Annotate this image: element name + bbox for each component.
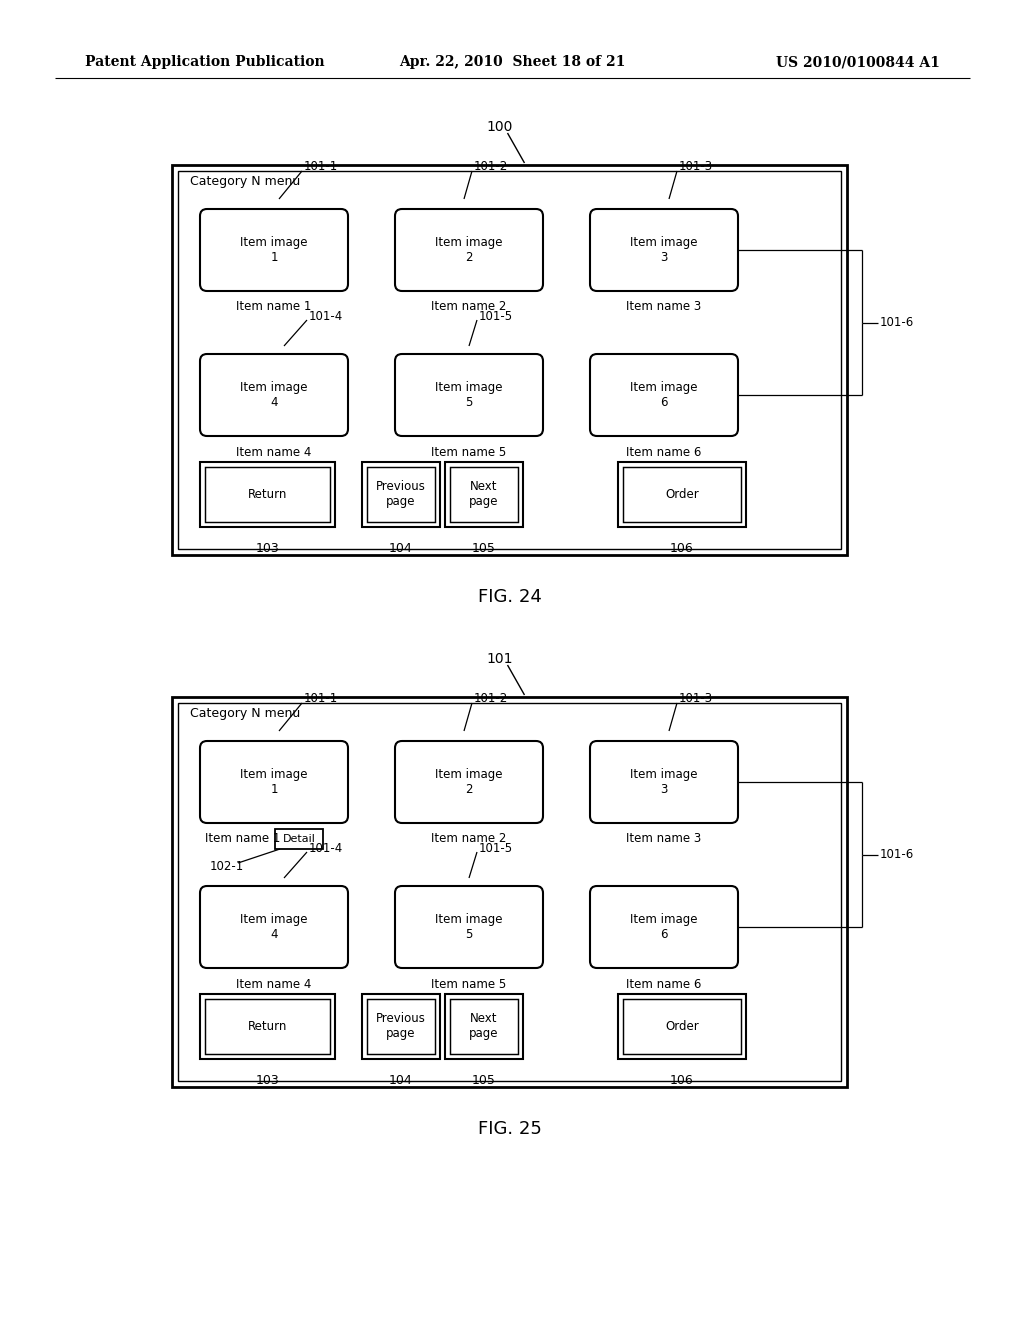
Bar	[362, 462, 440, 527]
FancyBboxPatch shape	[590, 354, 738, 436]
Text: Previous
page: Previous page	[376, 480, 426, 508]
Text: 101-3: 101-3	[679, 693, 713, 705]
Bar	[178, 704, 841, 1081]
Text: 101-1: 101-1	[304, 161, 338, 173]
Text: FIG. 24: FIG. 24	[477, 587, 542, 606]
Bar	[178, 172, 841, 549]
Text: Order: Order	[666, 488, 698, 502]
Text: Category N menu: Category N menu	[190, 708, 300, 719]
Text: Item name 1: Item name 1	[205, 833, 281, 846]
Bar	[367, 999, 435, 1053]
Text: 104: 104	[389, 543, 413, 556]
FancyBboxPatch shape	[395, 886, 543, 968]
Text: 101-3: 101-3	[679, 161, 713, 173]
Text: Item image
2: Item image 2	[435, 768, 503, 796]
Text: Previous
page: Previous page	[376, 1012, 426, 1040]
Bar	[623, 467, 741, 521]
Text: Item image
1: Item image 1	[241, 236, 308, 264]
Text: 103: 103	[256, 543, 280, 556]
Text: 101-6: 101-6	[880, 315, 914, 329]
Text: 106: 106	[670, 1074, 694, 1088]
Text: Item name 1: Item name 1	[237, 301, 311, 314]
Bar	[618, 462, 746, 527]
Text: Item image
6: Item image 6	[630, 381, 697, 409]
Text: 101-2: 101-2	[474, 693, 508, 705]
Bar	[445, 462, 523, 527]
Bar	[623, 999, 741, 1053]
Text: 101: 101	[486, 652, 513, 667]
Text: 101-5: 101-5	[479, 309, 513, 322]
FancyBboxPatch shape	[395, 354, 543, 436]
Text: Return: Return	[248, 1020, 287, 1034]
Text: Next
page: Next page	[469, 1012, 499, 1040]
Text: Item image
1: Item image 1	[241, 768, 308, 796]
Text: Return: Return	[248, 488, 287, 502]
Text: Item name 5: Item name 5	[431, 978, 507, 990]
Text: Item name 3: Item name 3	[627, 301, 701, 314]
Bar	[445, 994, 523, 1059]
Text: 102-1: 102-1	[210, 861, 245, 874]
Text: 103: 103	[256, 1074, 280, 1088]
Text: Next
page: Next page	[469, 480, 499, 508]
Text: Item name 6: Item name 6	[627, 446, 701, 458]
Bar	[172, 165, 847, 554]
Text: Item image
5: Item image 5	[435, 913, 503, 941]
Text: Patent Application Publication: Patent Application Publication	[85, 55, 325, 69]
Bar	[362, 994, 440, 1059]
FancyBboxPatch shape	[395, 741, 543, 822]
Text: US 2010/0100844 A1: US 2010/0100844 A1	[776, 55, 940, 69]
Bar	[450, 999, 518, 1053]
Bar	[618, 994, 746, 1059]
Text: Item image
5: Item image 5	[435, 381, 503, 409]
Bar	[367, 467, 435, 521]
Text: 101-1: 101-1	[304, 693, 338, 705]
Text: Item name 3: Item name 3	[627, 833, 701, 846]
Text: 101-4: 101-4	[309, 842, 343, 854]
Text: 101-4: 101-4	[309, 309, 343, 322]
Text: 101-5: 101-5	[479, 842, 513, 854]
FancyBboxPatch shape	[200, 886, 348, 968]
Text: 100: 100	[486, 120, 513, 135]
Text: Item image
6: Item image 6	[630, 913, 697, 941]
Bar	[200, 994, 335, 1059]
Text: Item name 2: Item name 2	[431, 833, 507, 846]
Text: Apr. 22, 2010  Sheet 18 of 21: Apr. 22, 2010 Sheet 18 of 21	[398, 55, 626, 69]
Text: Order: Order	[666, 1020, 698, 1034]
Text: 101-2: 101-2	[474, 161, 508, 173]
Text: 104: 104	[389, 1074, 413, 1088]
Text: Item name 5: Item name 5	[431, 446, 507, 458]
Text: Item image
3: Item image 3	[630, 768, 697, 796]
Text: Detail: Detail	[283, 834, 315, 843]
Bar	[205, 999, 330, 1053]
Bar	[450, 467, 518, 521]
FancyBboxPatch shape	[395, 209, 543, 290]
Text: 105: 105	[472, 543, 496, 556]
Bar	[205, 467, 330, 521]
Text: Item image
4: Item image 4	[241, 913, 308, 941]
Text: 106: 106	[670, 543, 694, 556]
FancyBboxPatch shape	[200, 741, 348, 822]
Text: FIG. 25: FIG. 25	[477, 1119, 542, 1138]
FancyBboxPatch shape	[590, 741, 738, 822]
FancyBboxPatch shape	[200, 209, 348, 290]
Text: Item name 4: Item name 4	[237, 446, 311, 458]
Text: Item name 6: Item name 6	[627, 978, 701, 990]
Text: Item image
2: Item image 2	[435, 236, 503, 264]
Text: Item name 4: Item name 4	[237, 978, 311, 990]
FancyBboxPatch shape	[200, 354, 348, 436]
Bar	[172, 697, 847, 1086]
Bar	[200, 462, 335, 527]
Text: Item image
4: Item image 4	[241, 381, 308, 409]
FancyBboxPatch shape	[590, 209, 738, 290]
Bar	[275, 829, 323, 849]
Text: Item image
3: Item image 3	[630, 236, 697, 264]
Text: 101-6: 101-6	[880, 847, 914, 861]
FancyBboxPatch shape	[590, 886, 738, 968]
Text: 105: 105	[472, 1074, 496, 1088]
Text: Category N menu: Category N menu	[190, 176, 300, 187]
Text: Item name 2: Item name 2	[431, 301, 507, 314]
